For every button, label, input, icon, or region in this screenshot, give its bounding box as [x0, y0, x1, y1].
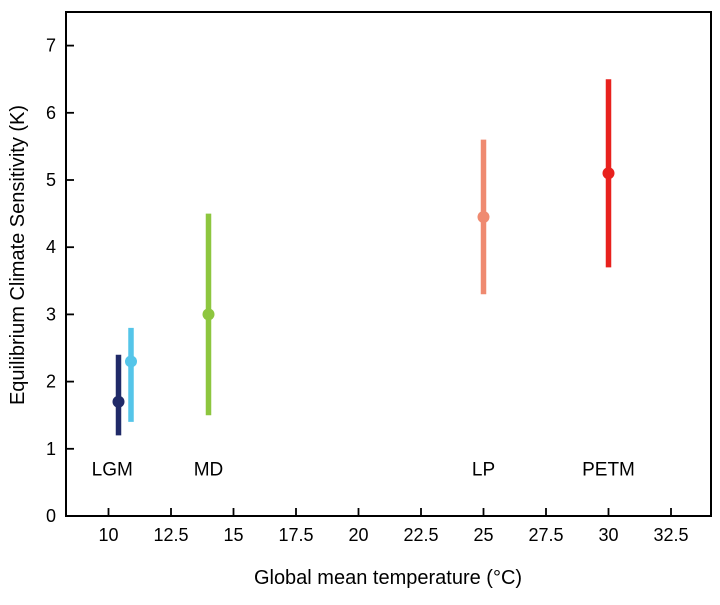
- y-tick-label: 2: [46, 372, 56, 392]
- data-point-lp: [477, 210, 490, 223]
- x-tick-label: 17.5: [278, 525, 313, 545]
- x-tick-label: 20: [348, 525, 368, 545]
- x-tick-label: 15: [223, 525, 243, 545]
- data-point-md: [202, 308, 215, 321]
- x-tick-label: 25: [473, 525, 493, 545]
- annotation-lp: LP: [472, 460, 495, 481]
- x-tick-label: 30: [598, 525, 618, 545]
- y-axis-title: Equilibrium Climate Sensitivity (K): [7, 105, 29, 405]
- y-tick-label: 7: [46, 36, 56, 56]
- annotation-lgm: LGM: [92, 460, 133, 481]
- x-tick-label: 10: [98, 525, 118, 545]
- y-tick-label: 6: [46, 103, 56, 123]
- y-tick-label: 1: [46, 439, 56, 459]
- plot-area: 10 12.5 15 17.5 20 22.5 25 27.5 30 32.5 0 1 2 3 4 5 6 7 LG…: [46, 11, 712, 545]
- annotation-petm: PETM: [582, 460, 635, 481]
- plot-frame: [65, 11, 712, 517]
- y-tick-label: 0: [46, 506, 56, 526]
- data-point-lgm-dark-blue: [112, 395, 125, 408]
- y-tick-label: 5: [46, 170, 56, 190]
- x-tick-label: 27.5: [528, 525, 563, 545]
- x-tick-label: 32.5: [653, 525, 688, 545]
- x-tick-label: 12.5: [153, 525, 188, 545]
- y-tick-label: 3: [46, 304, 56, 324]
- annotation-md: MD: [194, 460, 224, 481]
- x-tick-label: 22.5: [403, 525, 438, 545]
- data-point-lgm-light-blue: [125, 355, 137, 368]
- y-tick-label: 4: [46, 237, 56, 257]
- x-axis-title: Global mean temperature (°C): [254, 567, 522, 589]
- data-point-petm: [602, 167, 615, 180]
